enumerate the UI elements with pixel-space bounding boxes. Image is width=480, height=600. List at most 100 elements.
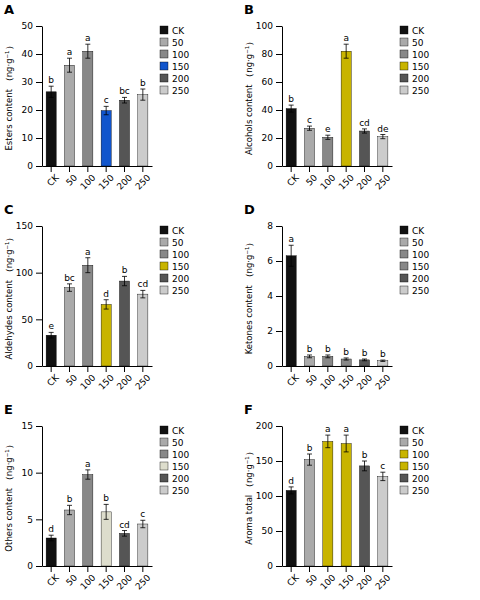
- bar: [138, 294, 148, 366]
- axis-domain: [283, 566, 393, 567]
- legend-swatch: [160, 86, 168, 94]
- bar: [378, 361, 388, 366]
- annotation: c: [380, 461, 385, 471]
- tick: 100: [16, 268, 42, 278]
- bar: [83, 475, 93, 566]
- annotation: e: [48, 321, 54, 331]
- legend-swatch: [400, 438, 408, 446]
- annotation: a: [85, 33, 91, 43]
- bar: [119, 281, 129, 366]
- legend-item: 200: [400, 274, 429, 284]
- y-axis-label: Ketones content （ng·g⁻¹）: [244, 238, 254, 355]
- tick: CK: [45, 566, 61, 588]
- x-axis: CK50100150200250: [283, 366, 393, 392]
- annotation: c: [104, 95, 109, 105]
- legend-label: 100: [172, 50, 189, 60]
- tick: 200: [355, 366, 374, 392]
- tick: CK: [285, 166, 301, 188]
- tick: 150: [97, 366, 116, 392]
- error-bar: [104, 504, 109, 519]
- legend-item: 100: [400, 50, 429, 60]
- legend-swatch: [160, 286, 168, 294]
- annotation: b: [48, 75, 54, 85]
- legend-swatch: [400, 486, 408, 494]
- annotation: b: [343, 347, 349, 357]
- tick: 60: [262, 77, 282, 87]
- tick-mark: [291, 366, 292, 372]
- tick-mark: [276, 138, 282, 139]
- tick: 0: [27, 361, 42, 371]
- tick-mark: [309, 566, 310, 572]
- tick-label: 80: [262, 49, 274, 59]
- legend-swatch: [160, 38, 168, 46]
- tick-mark: [142, 366, 143, 372]
- legend-swatch: [400, 426, 408, 434]
- tick: 50: [22, 315, 42, 325]
- legend-swatch: [400, 250, 408, 258]
- legend-label: 250: [172, 86, 189, 96]
- annotation: de: [377, 124, 389, 134]
- legend-item: 200: [400, 474, 429, 484]
- legend-swatch: [400, 74, 408, 82]
- bar: [46, 92, 56, 166]
- legend-item: CK: [160, 426, 185, 436]
- legend-swatch: [160, 486, 168, 494]
- bar: [378, 137, 388, 166]
- tick: 250: [133, 366, 152, 392]
- bar: [323, 137, 333, 166]
- legend: CK50100150200250: [160, 426, 189, 496]
- error-bar: [122, 531, 127, 537]
- tick-label: 50: [262, 526, 274, 536]
- axis-domain: [43, 366, 153, 367]
- legend-item: 250: [400, 286, 429, 296]
- legend-label: 150: [172, 262, 189, 272]
- legend-label: 200: [412, 274, 429, 284]
- tick: 200: [115, 566, 134, 592]
- legend-swatch: [160, 26, 168, 34]
- tick: 50: [304, 166, 319, 188]
- bar: [378, 476, 388, 566]
- tick-mark: [276, 226, 282, 227]
- legend-label: 50: [172, 438, 184, 448]
- legend-label: 100: [412, 50, 429, 60]
- annotation: b: [122, 265, 128, 275]
- legend-label: 200: [412, 74, 429, 84]
- tick-label: 0: [267, 161, 273, 171]
- bar: [101, 512, 111, 566]
- legend-label: 100: [412, 250, 429, 260]
- tick: 0: [267, 161, 282, 171]
- tick: 50: [64, 166, 79, 188]
- legend-item: 100: [160, 250, 189, 260]
- legend-label: 50: [172, 238, 184, 248]
- annotation: d: [288, 476, 294, 486]
- tick: 250: [133, 566, 152, 592]
- tick-mark: [36, 473, 42, 474]
- annotation: e: [325, 124, 331, 134]
- legend-label: 200: [172, 474, 189, 484]
- tick-mark: [87, 166, 88, 172]
- annotation: b: [288, 94, 294, 104]
- tick-label: 200: [115, 572, 134, 591]
- annotation: b: [140, 78, 146, 88]
- tick-mark: [36, 110, 42, 111]
- bar: [359, 466, 369, 566]
- tick-label: 40: [22, 49, 34, 59]
- tick-mark: [51, 566, 52, 572]
- tick-label: 150: [256, 456, 273, 466]
- tick: 100: [78, 166, 97, 192]
- tick: 100: [78, 366, 97, 392]
- axis-domain: [43, 166, 153, 167]
- annotation: a: [343, 33, 349, 43]
- tick: 200: [256, 421, 282, 431]
- error-bar: [380, 135, 385, 139]
- legend-item: 150: [160, 262, 189, 272]
- legend-item: CK: [160, 26, 185, 36]
- x-axis: CK50100150200250: [43, 166, 153, 192]
- annotation: bc: [119, 86, 130, 96]
- tick-label: 100: [16, 268, 33, 278]
- legend-swatch: [160, 462, 168, 470]
- tick-label: CK: [45, 572, 61, 588]
- bar: [46, 538, 56, 566]
- tick: 100: [318, 366, 337, 392]
- tick-label: 100: [256, 491, 273, 501]
